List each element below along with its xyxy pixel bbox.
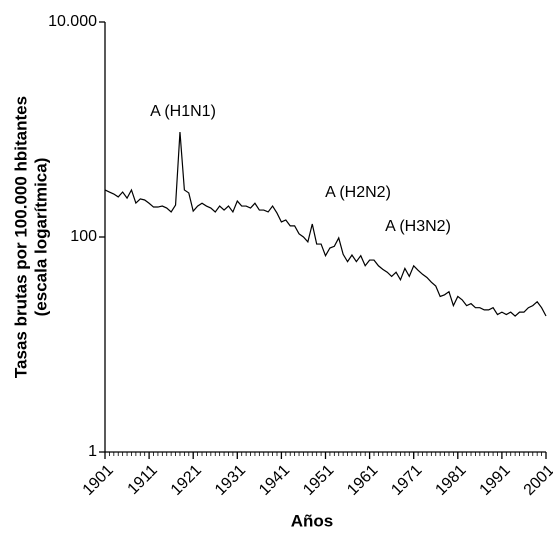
annotation: A (H2N2) [325,184,391,201]
x-tick-label: 2001 [521,462,553,499]
x-tick-label: 1971 [388,462,425,499]
x-tick-label: 1981 [432,462,469,499]
x-tick-label: 1951 [300,462,337,499]
y-tick-label: 1 [88,443,97,460]
line [104,131,547,317]
x-tick-label: 1911 [125,462,161,498]
y-axis-label: Tasas brutas por 100.000 hbitantes [11,96,30,378]
x-axis-label: Años [291,511,334,530]
y-axis-label: (escala logarítmica) [31,158,50,317]
x-tick-label: 1941 [256,462,293,499]
x-tick-label: 1921 [168,462,205,499]
y-tick-label: 100 [70,228,97,245]
x-tick-label: 1991 [477,462,514,499]
x-tick-label: 1901 [80,462,117,499]
x-tick-label: 1961 [344,462,381,499]
annotation: A (H1N1) [150,103,216,120]
y-tick-label: 10.000 [48,13,97,30]
x-tick-label: 1931 [212,462,249,499]
annotation: A (H3N2) [385,218,451,235]
